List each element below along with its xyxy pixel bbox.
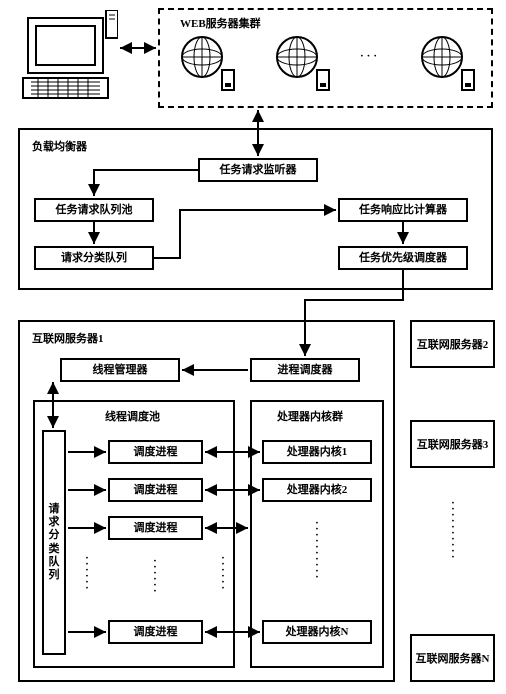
req-queue-label: 请求分类队列 xyxy=(44,432,64,653)
core-2-box: 处理器内核2 xyxy=(262,478,372,502)
sched-process-n: 调度进程 xyxy=(108,620,203,644)
sched-process-3: 调度进程 xyxy=(108,516,203,540)
classify-queue-box: 请求分类队列 xyxy=(34,246,154,270)
web-cluster-box: WEB服务器集群 xyxy=(158,8,493,108)
ratio-calc-box: 任务响应比计算器 xyxy=(338,198,468,222)
serverN-box: 互联网服务器N xyxy=(410,634,495,682)
core-dots: ·········· xyxy=(312,520,322,580)
inner-dots2: ······ xyxy=(218,555,228,591)
req-queue-box: 请求分类队列 xyxy=(42,430,66,655)
queue-pool-box: 任务请求队列池 xyxy=(34,198,154,222)
inner-dots: ······ xyxy=(82,555,92,591)
sched-process-1: 调度进程 xyxy=(108,440,203,464)
thread-pool-title: 线程调度池 xyxy=(105,408,160,424)
core-1-box: 处理器内核1 xyxy=(262,440,372,464)
web-cluster-title: WEB服务器集群 xyxy=(180,15,261,31)
server3-box: 互联网服务器3 xyxy=(410,420,495,468)
server-dots: ·········· xyxy=(448,500,458,560)
server2-box: 互联网服务器2 xyxy=(410,320,495,368)
globe-dots: ··· xyxy=(360,50,380,62)
core-n-box: 处理器内核N xyxy=(262,620,372,644)
load-balancer-title: 负载均衡器 xyxy=(32,138,87,154)
process-sched-box: 进程调度器 xyxy=(250,358,360,382)
core-group-title: 处理器内核群 xyxy=(277,408,343,424)
sched-process-2: 调度进程 xyxy=(108,478,203,502)
server1-title: 互联网服务器1 xyxy=(32,330,104,346)
thread-mgr-box: 线程管理器 xyxy=(60,358,180,382)
listener-box: 任务请求监听器 xyxy=(198,158,318,182)
sched-dots: ······ xyxy=(150,558,160,594)
priority-sched-box: 任务优先级调度器 xyxy=(338,246,468,270)
